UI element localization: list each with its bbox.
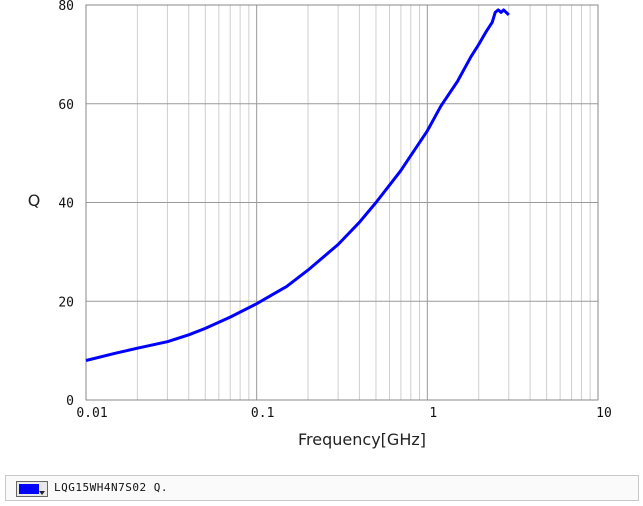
series-line [85,8,510,362]
y-tick-label: 80 [58,0,74,14]
y-axis-label: Q [28,191,41,210]
x-tick-label: 0.01 [76,406,107,421]
chevron-down-icon [39,491,45,495]
legend-series-label: LQG15WH4N7S02 Q. [54,481,168,494]
y-tick-label: 60 [58,98,74,113]
q-frequency-chart: 0 20 40 60 80 0.01 0.1 1 10 Q Frequency[GHz] [28,0,612,449]
y-tick-label: 0 [66,394,74,409]
series-color-swatch [19,484,39,494]
series-color-dropdown-button[interactable] [16,481,48,497]
x-tick-label: 10 [596,406,612,421]
series-layer [85,8,510,362]
plot-frame [85,4,599,401]
legend-box: LQG15WH4N7S02 Q. [5,475,639,501]
x-tick-labels: 0.01 0.1 1 10 [76,406,611,421]
x-tick-label: 0.1 [251,406,274,421]
y-tick-label: 40 [58,197,74,212]
y-tick-labels: 0 20 40 60 80 [58,0,74,409]
y-tick-label: 20 [58,295,74,310]
x-axis-label: Frequency[GHz] [298,430,426,449]
legend-bar: LQG15WH4N7S02 Q. [0,460,643,506]
grid [85,4,598,401]
x-tick-label: 1 [429,406,437,421]
